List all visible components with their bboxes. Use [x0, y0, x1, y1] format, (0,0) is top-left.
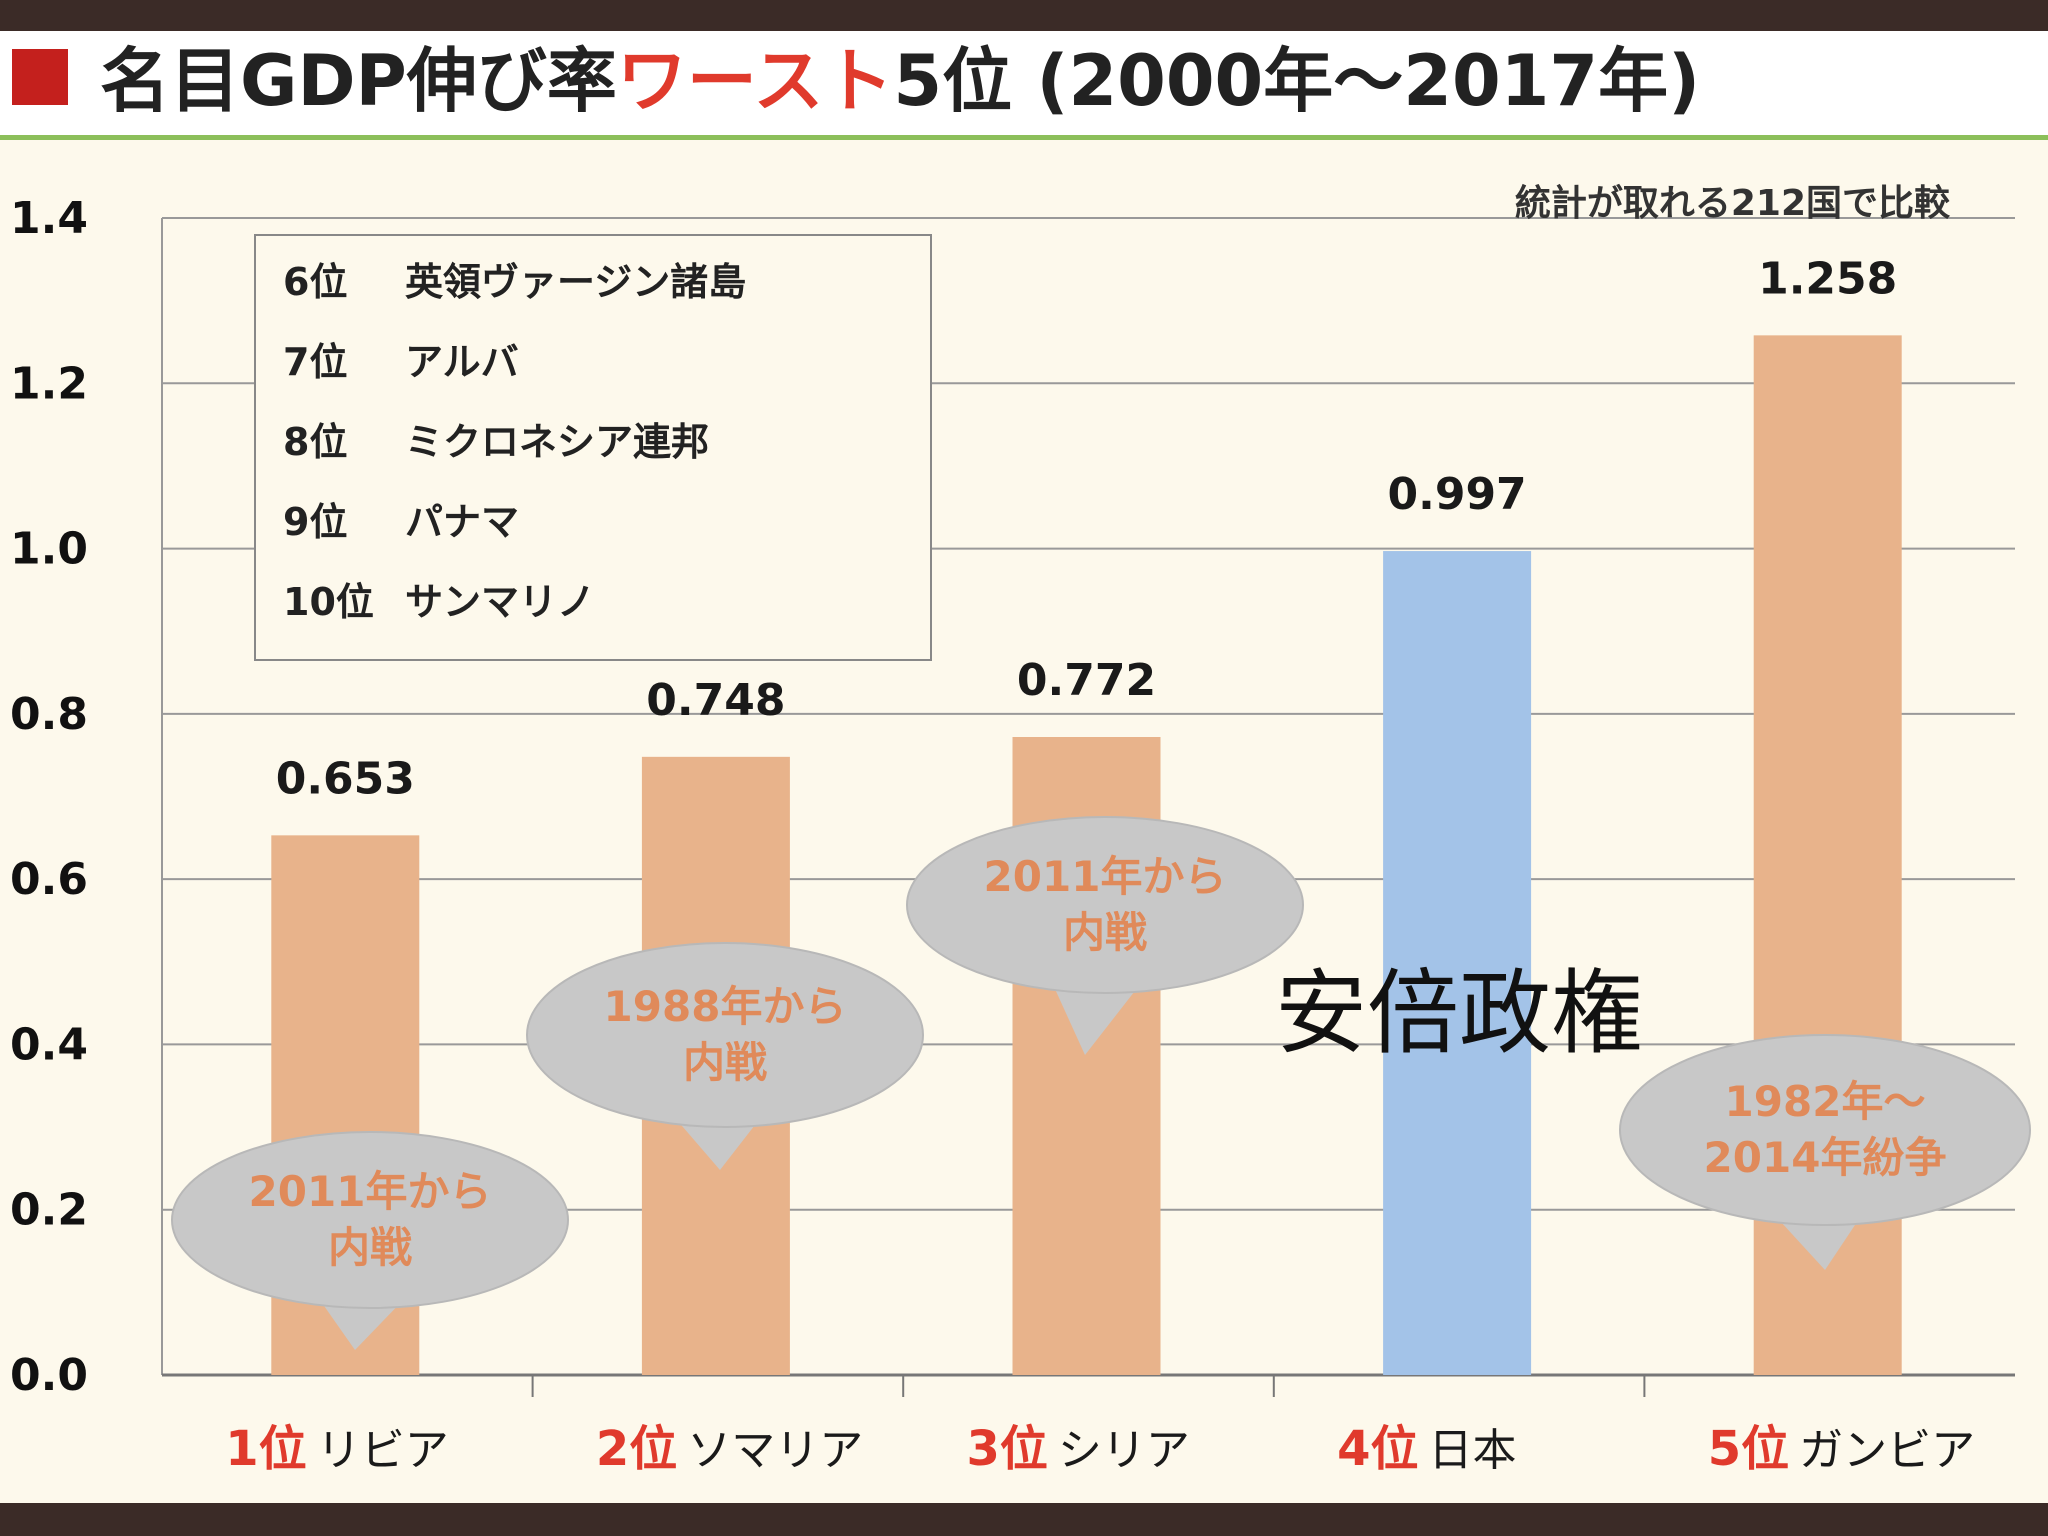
- comparison-note: 統計が取れる212国で比較: [1515, 183, 1951, 224]
- title-bar: 名目GDP伸び率ワースト5位 (2000年～2017年): [0, 31, 2048, 140]
- legend-country: アルバ: [405, 340, 519, 384]
- x-category-label: 5位 ガンビア: [1708, 1421, 1975, 1477]
- category-rank: 4位: [1337, 1421, 1418, 1477]
- annotation-bubble: [171, 1131, 569, 1309]
- ranking-legend-box: [254, 234, 932, 661]
- y-tick-label: 0.2: [10, 1185, 88, 1236]
- annotation-bubble: [526, 942, 924, 1128]
- annotation-text: 内戦: [328, 1223, 412, 1272]
- y-tick-label: 1.4: [10, 193, 88, 244]
- category-rank: 1位: [225, 1421, 306, 1477]
- legend-rank: 7位: [283, 340, 347, 384]
- category-name: シリア: [1058, 1425, 1190, 1476]
- annotation-text: 2014年紛争: [1704, 1133, 1947, 1182]
- bar-value-label: 1.258: [1758, 253, 1897, 304]
- y-tick-label: 1.2: [10, 358, 88, 409]
- chart-title: 名目GDP伸び率ワースト5位 (2000年～2017年): [100, 41, 1700, 121]
- y-tick-label: 0.8: [10, 689, 88, 740]
- bar-value-label: 0.653: [276, 753, 415, 804]
- bar: [1383, 551, 1532, 1375]
- legend-country: パナマ: [405, 500, 519, 544]
- legend-rank: 8位: [283, 420, 347, 464]
- category-name: 日本: [1429, 1425, 1517, 1476]
- annotation-text: 1982年～: [1725, 1077, 1926, 1126]
- annotation-text: 内戦: [1063, 908, 1147, 957]
- category-rank: 5位: [1708, 1421, 1789, 1477]
- category-name: リビア: [317, 1425, 449, 1476]
- title-prefix: 名目GDP伸び率: [100, 40, 617, 122]
- y-tick-label: 0.0: [10, 1350, 88, 1401]
- legend-rank: 9位: [283, 500, 347, 544]
- annotation-text: 1988年から: [604, 982, 847, 1031]
- annotation-text: 2011年から: [249, 1167, 492, 1216]
- title-suffix: 5位 (2000年～2017年): [893, 40, 1701, 122]
- category-rank: 3位: [967, 1421, 1048, 1477]
- annotation-bubble-tail: [1050, 978, 1145, 1055]
- x-category-label: 4位 日本: [1337, 1421, 1516, 1477]
- legend-country: サンマリノ: [405, 580, 595, 624]
- category-rank: 2位: [596, 1421, 677, 1477]
- x-category-label: 1位 リビア: [225, 1421, 448, 1477]
- annotation-text: 内戦: [683, 1038, 767, 1087]
- bar-value-label: 0.772: [1017, 655, 1156, 706]
- annotation-bubble: [1619, 1034, 2031, 1226]
- legend-rank: 10位: [283, 580, 374, 624]
- y-tick-label: 1.0: [10, 524, 88, 575]
- bar-value-label: 0.748: [646, 675, 785, 726]
- annotation-bubble: [906, 816, 1304, 994]
- annotation-text: 2011年から: [984, 852, 1227, 901]
- x-category-label: 2位 ソマリア: [596, 1421, 863, 1477]
- title-highlight: ワースト: [616, 40, 894, 122]
- category-name: ソマリア: [687, 1425, 863, 1476]
- legend-rank: 6位: [283, 260, 347, 304]
- x-category-label: 3位 シリア: [967, 1421, 1190, 1477]
- legend-country: 英領ヴァージン諸島: [405, 260, 746, 304]
- bar-value-label: 0.997: [1388, 469, 1527, 520]
- category-name: ガンビア: [1799, 1425, 1975, 1476]
- y-tick-label: 0.4: [10, 1019, 88, 1070]
- legend-country: ミクロネシア連邦: [405, 420, 709, 464]
- y-tick-label: 0.6: [10, 854, 88, 905]
- overlay-caption: 安倍政権: [1275, 960, 1643, 1067]
- title-marker: [12, 49, 68, 105]
